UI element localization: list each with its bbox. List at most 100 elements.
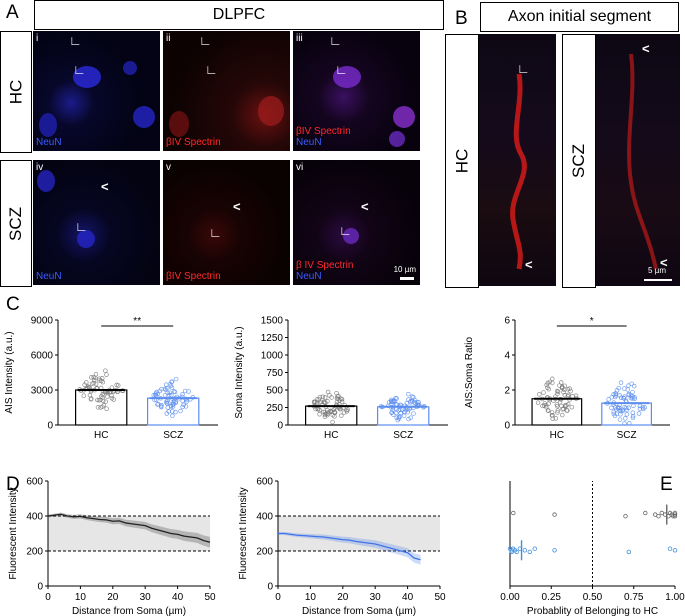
x-tick-label: 10 (75, 592, 87, 603)
data-point (184, 399, 189, 404)
data-point (621, 395, 626, 401)
data-point (613, 393, 619, 398)
x-axis-label: Probablity of Belonging to HC (527, 606, 658, 616)
data-point (626, 405, 631, 410)
data-point (329, 395, 334, 400)
error-band (48, 512, 210, 548)
data-point (397, 414, 403, 419)
data-point (172, 389, 178, 395)
data-point (95, 405, 101, 410)
merged-cell (389, 131, 405, 147)
y-tick-label: 400 (256, 512, 273, 523)
data-point (614, 411, 620, 417)
merged-cell (343, 228, 359, 244)
data-point (104, 372, 109, 377)
data-point (87, 392, 93, 398)
x-tick-label: 50 (204, 592, 216, 603)
panel-letter-b: B (455, 8, 468, 29)
y-tick-label: 6 (504, 316, 510, 327)
data-point (672, 548, 678, 553)
data-point (391, 398, 397, 403)
data-point (618, 380, 624, 385)
data-point (569, 404, 575, 410)
data-point (570, 394, 575, 399)
data-point (624, 412, 630, 417)
y-tick-label: 3000 (31, 386, 54, 397)
arrowhead-icon: ∟ (75, 219, 88, 234)
data-point (186, 389, 191, 394)
y-tick-label: 250 (266, 403, 283, 414)
data-point (320, 394, 326, 399)
data-point (623, 514, 628, 519)
neun-cell (77, 230, 95, 248)
data-point (101, 403, 107, 408)
data-point (631, 383, 637, 389)
data-point (568, 388, 573, 394)
data-point (163, 382, 169, 387)
arrowhead-icon: < (642, 41, 650, 56)
data-point (553, 416, 559, 421)
y-tick-label: 600 (256, 477, 273, 488)
merged-cell (393, 106, 415, 128)
data-point (98, 405, 103, 410)
data-point (155, 401, 161, 407)
y-tick-label: 0 (47, 421, 53, 432)
arrowhead-icon: ∟ (205, 62, 218, 77)
data-point (157, 388, 163, 394)
series-line (47, 513, 211, 543)
bar (377, 406, 430, 426)
data-point (565, 408, 570, 413)
data-point (322, 414, 328, 419)
data-point (396, 416, 402, 421)
data-point (557, 383, 562, 388)
x-tick-label: HC (94, 430, 108, 441)
arrowhead-icon: ∟ (517, 61, 530, 76)
data-point (93, 371, 99, 377)
micrograph-v: v < ∟ βIV Spectrin (163, 160, 290, 285)
micrograph-iii: iii ∟ ∟ βIV Spectrin NeuN (293, 31, 420, 151)
x-tick-label: 0.00 (500, 592, 520, 603)
spectrin-cell (169, 111, 189, 137)
data-point (616, 385, 621, 391)
data-point (398, 411, 403, 416)
data-point (628, 395, 634, 401)
data-point (642, 405, 648, 410)
data-point (170, 413, 175, 419)
data-point (511, 510, 516, 516)
data-point (532, 546, 537, 551)
x-tick-label: 20 (107, 592, 119, 603)
micrograph-ii: ii ∟ ∟ βIV Spectrin (163, 31, 290, 151)
data-point (552, 548, 557, 553)
data-point (95, 397, 100, 403)
scalebar-label: 5 µm (648, 266, 666, 275)
y-tick-label: 2 (504, 386, 510, 397)
data-point (617, 417, 623, 422)
y-axis-label: AIS:Soma Ratio (464, 336, 475, 408)
y-tick-label: 1000 (261, 351, 284, 362)
data-point (630, 389, 635, 395)
scalebar (400, 277, 414, 280)
chart-fluorescence-hc: 0 200 400 600 0 10 20 30 40 50 Distance from Soma … (8, 477, 216, 616)
data-point (622, 421, 627, 426)
data-point (389, 410, 395, 415)
spectrin-label: β IV Spectrin (296, 260, 354, 271)
data-point (314, 397, 320, 402)
x-tick-label: 30 (370, 592, 382, 603)
x-tick-label: 20 (337, 592, 349, 603)
neun-label: NeuN (296, 137, 322, 148)
neun-cell (73, 66, 101, 88)
neun-label: NeuN (296, 271, 322, 282)
data-point (170, 409, 175, 414)
data-point (321, 409, 326, 415)
merged-cell (333, 66, 361, 88)
chart-ais-intensity: 0 3000 6000 9000 AIS Intensity (a.u.) HC SCZ ** (4, 316, 218, 441)
micrograph-iv: iv < ∟ NeuN (33, 160, 160, 285)
data-point (535, 400, 541, 405)
ais-image-hc: ∟ < (479, 34, 556, 286)
data-point (334, 399, 340, 405)
data-point (389, 410, 394, 416)
x-tick-label: 10 (305, 592, 317, 603)
arrowhead-icon: ∟ (339, 223, 352, 238)
data-point (559, 412, 565, 418)
data-point (321, 399, 327, 405)
